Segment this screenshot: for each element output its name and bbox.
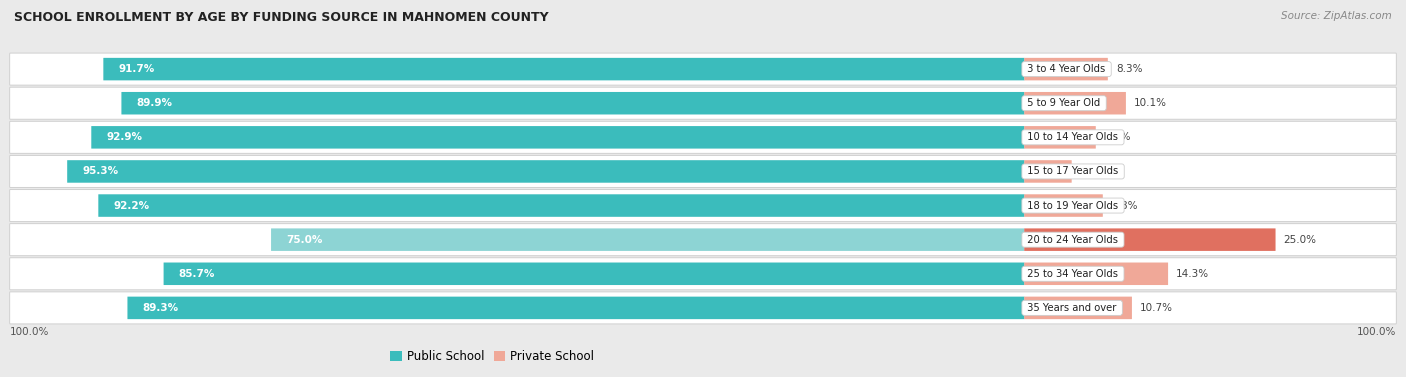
Text: 85.7%: 85.7% [179, 269, 215, 279]
Text: 14.3%: 14.3% [1175, 269, 1209, 279]
Text: 15 to 17 Year Olds: 15 to 17 Year Olds [1025, 166, 1122, 176]
Text: 25.0%: 25.0% [1284, 234, 1316, 245]
Text: 7.1%: 7.1% [1104, 132, 1130, 143]
Text: 3 to 4 Year Olds: 3 to 4 Year Olds [1025, 64, 1109, 74]
Text: SCHOOL ENROLLMENT BY AGE BY FUNDING SOURCE IN MAHNOMEN COUNTY: SCHOOL ENROLLMENT BY AGE BY FUNDING SOUR… [14, 11, 548, 24]
FancyBboxPatch shape [10, 224, 1396, 256]
FancyBboxPatch shape [1024, 160, 1071, 183]
Text: 5 to 9 Year Old: 5 to 9 Year Old [1025, 98, 1104, 108]
FancyBboxPatch shape [1024, 194, 1102, 217]
Text: 35 Years and over: 35 Years and over [1025, 303, 1119, 313]
Text: 18 to 19 Year Olds: 18 to 19 Year Olds [1025, 201, 1122, 211]
FancyBboxPatch shape [10, 258, 1396, 290]
FancyBboxPatch shape [91, 126, 1025, 149]
FancyBboxPatch shape [271, 228, 1025, 251]
Text: 95.3%: 95.3% [83, 166, 118, 176]
FancyBboxPatch shape [10, 87, 1396, 119]
Legend: Public School, Private School: Public School, Private School [389, 350, 595, 363]
FancyBboxPatch shape [10, 155, 1396, 187]
Text: 8.3%: 8.3% [1116, 64, 1142, 74]
Text: 25 to 34 Year Olds: 25 to 34 Year Olds [1025, 269, 1122, 279]
Text: 7.8%: 7.8% [1111, 201, 1137, 211]
FancyBboxPatch shape [104, 58, 1025, 80]
FancyBboxPatch shape [1024, 297, 1132, 319]
FancyBboxPatch shape [1024, 126, 1095, 149]
Text: 89.9%: 89.9% [136, 98, 173, 108]
Text: 91.7%: 91.7% [118, 64, 155, 74]
Text: 100.0%: 100.0% [10, 328, 49, 337]
Text: 10 to 14 Year Olds: 10 to 14 Year Olds [1025, 132, 1122, 143]
Text: 92.9%: 92.9% [107, 132, 142, 143]
Text: 75.0%: 75.0% [287, 234, 322, 245]
FancyBboxPatch shape [1024, 58, 1108, 80]
FancyBboxPatch shape [1024, 228, 1275, 251]
FancyBboxPatch shape [10, 53, 1396, 85]
FancyBboxPatch shape [10, 292, 1396, 324]
FancyBboxPatch shape [10, 190, 1396, 222]
Text: 89.3%: 89.3% [142, 303, 179, 313]
Text: 4.7%: 4.7% [1080, 166, 1107, 176]
Text: 100.0%: 100.0% [1357, 328, 1396, 337]
Text: 10.7%: 10.7% [1140, 303, 1173, 313]
FancyBboxPatch shape [67, 160, 1025, 183]
FancyBboxPatch shape [98, 194, 1025, 217]
FancyBboxPatch shape [10, 121, 1396, 153]
Text: Source: ZipAtlas.com: Source: ZipAtlas.com [1281, 11, 1392, 21]
FancyBboxPatch shape [163, 262, 1025, 285]
FancyBboxPatch shape [121, 92, 1025, 115]
Text: 92.2%: 92.2% [114, 201, 149, 211]
Text: 10.1%: 10.1% [1133, 98, 1167, 108]
Text: 20 to 24 Year Olds: 20 to 24 Year Olds [1025, 234, 1122, 245]
FancyBboxPatch shape [128, 297, 1025, 319]
FancyBboxPatch shape [1024, 92, 1126, 115]
FancyBboxPatch shape [1024, 262, 1168, 285]
